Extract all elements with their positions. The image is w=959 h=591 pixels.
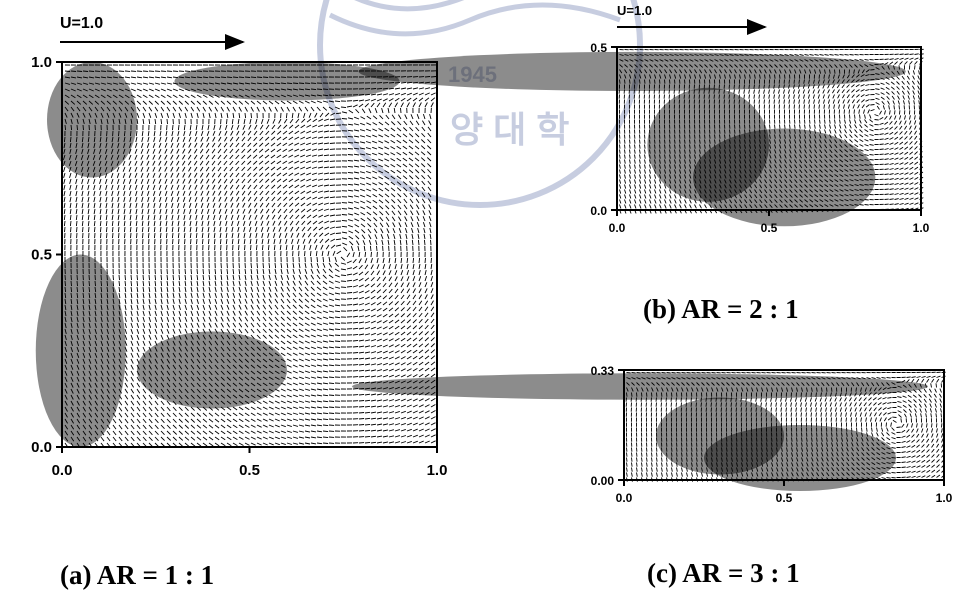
watermark-text: 양 대 학 xyxy=(450,109,569,150)
panel-a-y-tick-label: 1.0 xyxy=(31,54,52,71)
panel-b-caption: (b) AR = 2 : 1 xyxy=(643,294,799,324)
panel-a: U=1.0 0.0 0.5 1.0 0.0 0.5 1.0 (a) AR = 1 : 1 xyxy=(31,15,447,590)
panel-b: U=1.0 0.0 0.5 0.0 0.5 1.0 (b) AR = 2 : 1 xyxy=(358,3,930,324)
panel-a-x-tick-label: 0.0 xyxy=(52,462,73,479)
panel-c: 0.00 0.33 0.0 0.5 1.0 (c) AR = 3 : 1 xyxy=(352,364,953,588)
panel-a-dense-region xyxy=(35,254,126,447)
panel-b-dense-region xyxy=(647,87,769,202)
panel-b-x-tick-label: 1.0 xyxy=(913,221,930,235)
panel-a-velocity-label: U=1.0 xyxy=(60,15,103,32)
panel-b-velocity-label: U=1.0 xyxy=(617,3,652,18)
panel-c-x-tick-label: 0.0 xyxy=(616,491,633,505)
panel-c-dense-region xyxy=(656,397,784,475)
panel-b-dense-region xyxy=(693,128,876,227)
panel-a-vector-field xyxy=(35,62,437,448)
watermark-year: 1945 xyxy=(448,62,497,87)
panel-b-x-tick-label: 0.0 xyxy=(609,221,626,235)
panel-c-y-tick-label: 0.00 xyxy=(591,474,615,488)
panel-b-y-ticks: 0.0 0.5 xyxy=(590,41,617,218)
panel-a-vectors xyxy=(62,64,437,448)
panel-b-x-tick-label: 0.5 xyxy=(761,221,778,235)
panel-c-vector-field xyxy=(352,371,946,491)
panel-b-vectors xyxy=(618,48,924,214)
panel-b-dense-region xyxy=(358,51,906,92)
panel-a-dense-region xyxy=(137,331,287,409)
panel-a-caption: (a) AR = 1 : 1 xyxy=(60,560,214,590)
panel-a-y-tick-label: 0.5 xyxy=(31,247,52,264)
panel-a-y-ticks: 0.0 0.5 1.0 xyxy=(31,54,62,456)
watermark-seal: 1945 양 대 학 xyxy=(317,0,643,208)
panel-c-x-ticks: 0.0 0.5 1.0 xyxy=(616,480,953,505)
panel-c-y-tick-label: 0.33 xyxy=(591,364,615,378)
panel-a-x-tick-label: 0.5 xyxy=(239,462,260,479)
panel-a-x-ticks: 0.0 0.5 1.0 xyxy=(52,447,448,479)
panel-b-y-tick-label: 0.0 xyxy=(590,204,607,218)
panel-a-x-tick-label: 1.0 xyxy=(427,462,448,479)
panel-c-caption: (c) AR = 3 : 1 xyxy=(647,558,800,588)
panel-b-y-tick-label: 0.5 xyxy=(590,41,607,55)
panel-c-x-tick-label: 0.5 xyxy=(776,491,793,505)
panel-a-y-tick-label: 0.0 xyxy=(31,439,52,456)
panel-a-dense-region xyxy=(47,62,137,178)
panel-c-dense-region xyxy=(352,373,928,400)
panel-c-y-ticks: 0.00 0.33 xyxy=(591,364,624,488)
panel-b-vector-field xyxy=(358,48,924,227)
panel-c-vectors xyxy=(625,371,946,482)
panel-b-x-ticks: 0.0 0.5 1.0 xyxy=(609,210,930,235)
panel-c-x-tick-label: 1.0 xyxy=(936,491,953,505)
panel-a-dense-region xyxy=(174,62,400,101)
panel-c-dense-region xyxy=(704,425,896,491)
